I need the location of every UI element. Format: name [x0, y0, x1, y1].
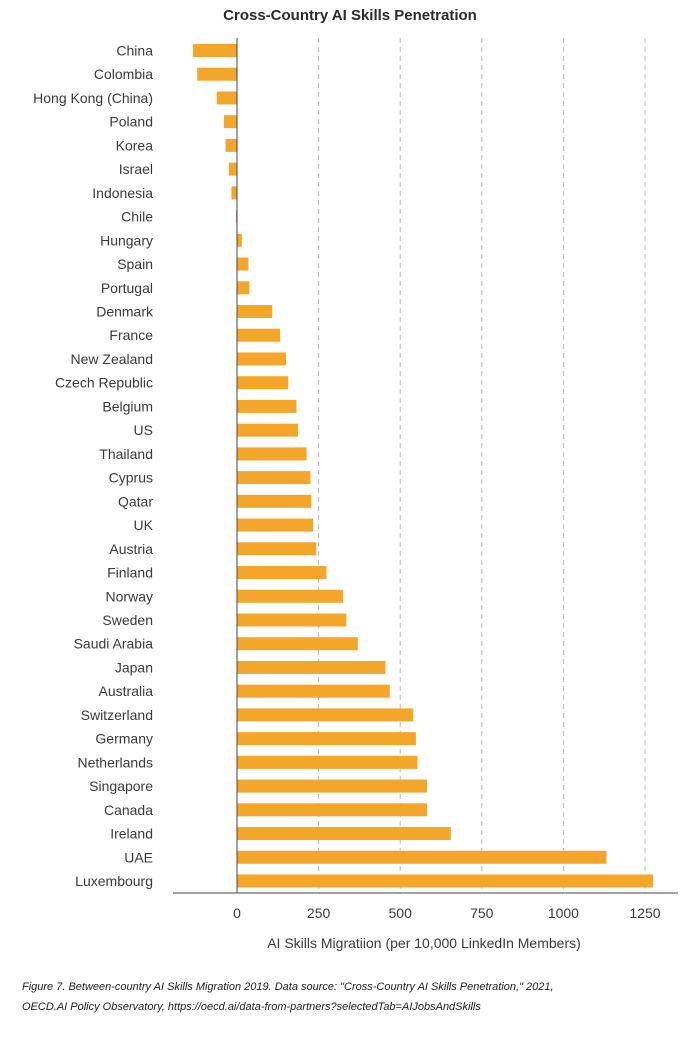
- figure-caption: Figure 7. Between-country AI Skills Migr…: [22, 977, 682, 1017]
- category-label: Sweden: [102, 612, 153, 628]
- category-label: Germany: [95, 731, 153, 747]
- bar: [237, 589, 344, 603]
- category-label: Qatar: [118, 493, 153, 509]
- bar: [216, 91, 237, 105]
- x-tick-label: 250: [307, 905, 331, 921]
- category-label: Canada: [104, 802, 153, 818]
- chart-title: Cross-Country AI Skills Penetration: [223, 7, 477, 24]
- category-label: Austria: [109, 541, 153, 557]
- x-tick-label: 500: [389, 905, 413, 921]
- bar: [237, 827, 451, 841]
- bar: [237, 684, 390, 698]
- bar: [237, 803, 427, 817]
- bar: [237, 257, 249, 271]
- bar: [237, 874, 654, 888]
- bar: [237, 281, 250, 295]
- bar: [237, 328, 281, 342]
- category-label: France: [109, 327, 153, 343]
- x-tick-label: 1250: [629, 905, 660, 921]
- bar: [228, 162, 237, 176]
- caption-line-2: OECD.AI Policy Observatory, https://oecd…: [22, 1001, 481, 1013]
- gridlines: [318, 38, 646, 893]
- category-label: Belgium: [102, 398, 153, 414]
- category-label: Hungary: [100, 232, 153, 248]
- category-label: New Zealand: [71, 351, 154, 367]
- category-label: Netherlands: [78, 754, 154, 770]
- category-label: Norway: [106, 588, 153, 604]
- x-tick-label: 1000: [548, 905, 579, 921]
- category-label: Indonesia: [92, 185, 153, 201]
- x-axis-label: AI Skills Migratiion (per 10,000 LinkedI…: [267, 935, 581, 951]
- category-label: Chile: [121, 209, 153, 225]
- bar: [237, 423, 299, 437]
- bar: [237, 542, 317, 556]
- bar: [237, 518, 314, 532]
- bar: [225, 138, 237, 152]
- bar: [237, 779, 427, 793]
- category-label: Spain: [117, 256, 153, 272]
- category-label: Thailand: [99, 446, 153, 462]
- bar: [237, 660, 386, 674]
- bar: [237, 399, 297, 413]
- category-label: Czech Republic: [55, 375, 153, 391]
- bar: [237, 732, 416, 746]
- bar: [237, 352, 286, 366]
- category-label: Saudi Arabia: [74, 636, 154, 652]
- category-label: Denmark: [96, 304, 154, 320]
- bar: [237, 233, 242, 247]
- bar: [237, 755, 418, 769]
- category-label: Japan: [115, 659, 153, 675]
- bar: [237, 305, 273, 319]
- category-labels: China Colombia Hong Kong (China) Poland Kore…: [33, 43, 154, 890]
- bar: [237, 471, 311, 485]
- category-label: Australia: [99, 683, 154, 699]
- bar: [197, 67, 237, 81]
- bar: [237, 566, 327, 580]
- category-label: Poland: [109, 114, 153, 130]
- category-label: Luxembourg: [75, 873, 153, 889]
- category-label: UK: [134, 517, 154, 533]
- x-tick-label: 0: [233, 905, 241, 921]
- bar: [237, 447, 307, 461]
- bar: [231, 186, 237, 200]
- bar: [237, 376, 289, 390]
- category-label: Singapore: [89, 778, 153, 794]
- bar: [192, 44, 237, 57]
- category-label: Portugal: [101, 280, 153, 296]
- category-label: Ireland: [110, 826, 153, 842]
- category-label: Hong Kong (China): [33, 90, 153, 106]
- category-label: Colombia: [94, 66, 153, 82]
- category-label: Switzerland: [81, 707, 153, 723]
- caption-line-1: Figure 7. Between-country AI Skills Migr…: [22, 981, 554, 993]
- bar: [237, 708, 414, 722]
- category-label: Korea: [116, 137, 154, 153]
- bars: [192, 44, 654, 888]
- category-label: Finland: [107, 565, 153, 581]
- bar: [237, 850, 607, 864]
- category-label: China: [116, 43, 153, 59]
- category-label: Israel: [119, 161, 153, 177]
- bar: [237, 613, 347, 627]
- bar: [237, 494, 312, 508]
- category-label: UAE: [124, 849, 153, 865]
- bar: [223, 115, 237, 129]
- category-label: Cyprus: [109, 470, 153, 486]
- category-label: US: [134, 422, 153, 438]
- bar: [237, 637, 358, 651]
- bar-chart: Cross-Country AI Skills Penetration Chin…: [33, 7, 678, 951]
- x-tick-label: 750: [470, 905, 494, 921]
- x-tick-labels: 0 250 500 750 1000 1250: [233, 905, 661, 921]
